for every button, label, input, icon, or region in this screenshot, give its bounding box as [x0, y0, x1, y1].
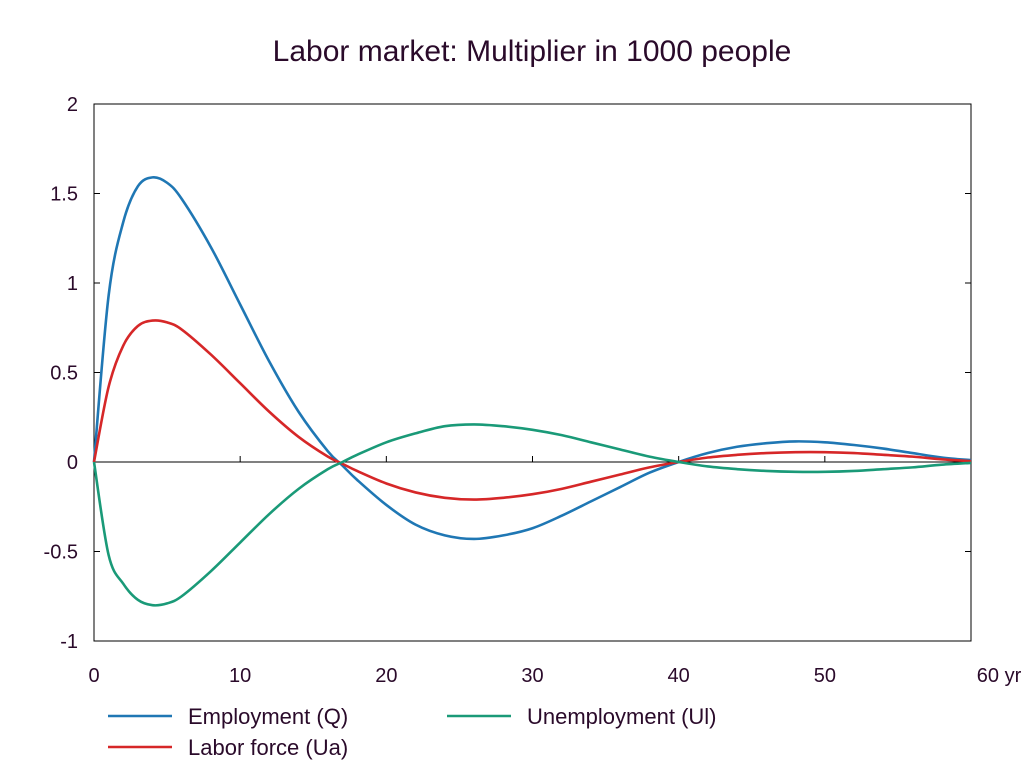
- y-tick-label: -0.5: [44, 542, 78, 564]
- x-axis: 0 10 20 30 40 50 60 yr: [88, 456, 1022, 687]
- x-tick-label: 60 yr: [977, 665, 1022, 687]
- y-tick-label: 0.5: [50, 363, 78, 385]
- series-line-unemployment-ul: [92, 423, 972, 607]
- series-line-labor-force-ua: [92, 319, 972, 501]
- legend-label: Unemployment (Ul): [527, 704, 717, 729]
- x-tick-label: 30: [521, 665, 543, 687]
- y-tick-label: 1.5: [50, 184, 78, 206]
- series-group: [92, 176, 972, 607]
- series-line-employment-q: [92, 176, 972, 541]
- x-tick-label: 0: [88, 665, 99, 687]
- x-tick-label: 10: [229, 665, 251, 687]
- legend-label: Labor force (Ua): [188, 735, 348, 760]
- plot-frame: [93, 103, 972, 642]
- y-tick-label: 0: [67, 452, 78, 474]
- x-tick-label: 50: [814, 665, 836, 687]
- x-tick-label: 40: [668, 665, 690, 687]
- y-tick-label: 1: [67, 273, 78, 295]
- y-tick-label: -1: [60, 631, 78, 653]
- legend-label: Employment (Q): [188, 704, 348, 729]
- y-axis: -1 -0.5 0 0.5 1 1.5 2: [44, 94, 971, 653]
- x-tick-label: 20: [375, 665, 397, 687]
- y-tick-label: 2: [67, 94, 78, 116]
- chart-title: Labor market: Multiplier in 1000 people: [273, 35, 792, 68]
- legend: Employment (Q) Labor force (Ua) Unemployme…: [108, 704, 717, 760]
